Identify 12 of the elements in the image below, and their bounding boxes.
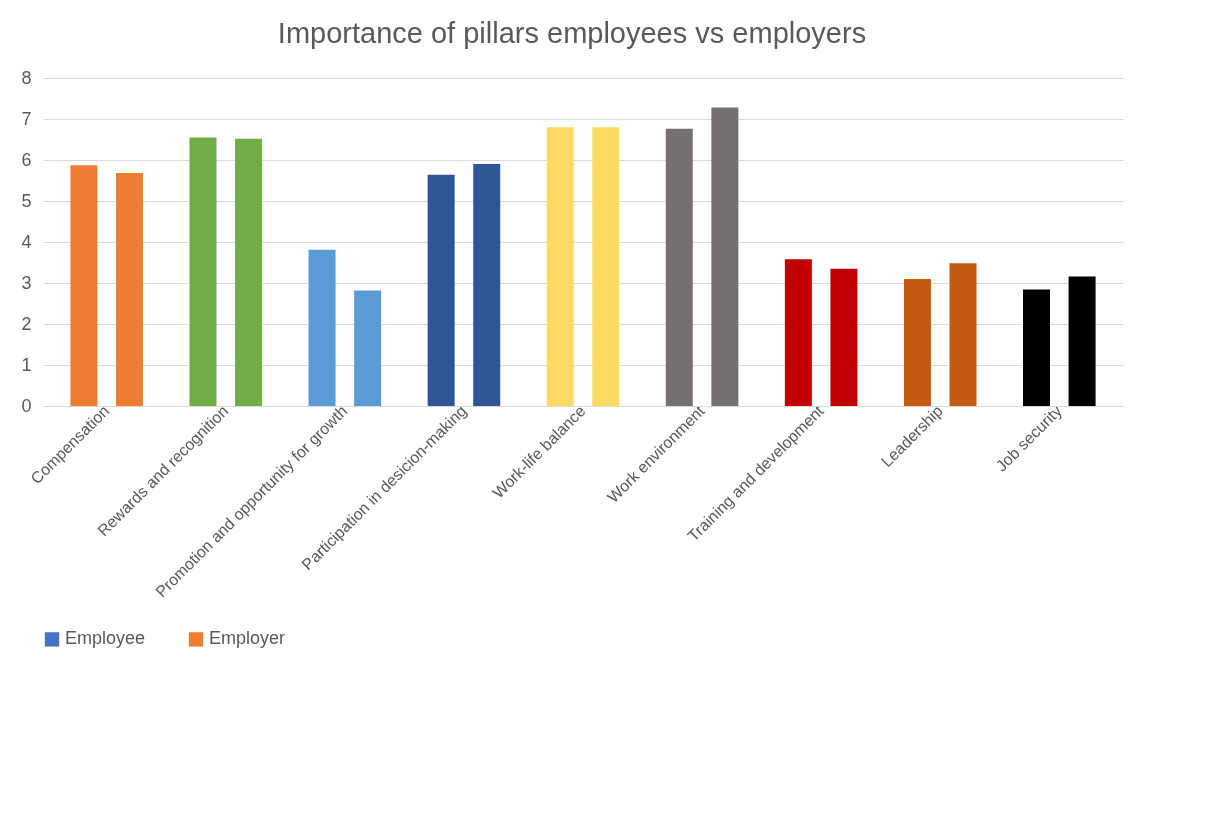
legend-label: Employee: [65, 628, 146, 649]
y-tick-label: 1: [21, 354, 32, 375]
chart-title: Importance of pillars employees vs employers: [277, 17, 867, 49]
y-tick-label: 4: [21, 231, 32, 252]
legend-label: Employer: [209, 628, 286, 649]
y-tick-label: 2: [21, 313, 32, 334]
y-tick-label: 8: [21, 67, 32, 88]
y-tick-label: 3: [21, 272, 32, 293]
y-tick-label: 7: [21, 108, 32, 129]
y-tick-label: 6: [21, 149, 32, 170]
y-tick-label: 5: [21, 190, 32, 211]
y-tick-label: 0: [21, 395, 32, 416]
